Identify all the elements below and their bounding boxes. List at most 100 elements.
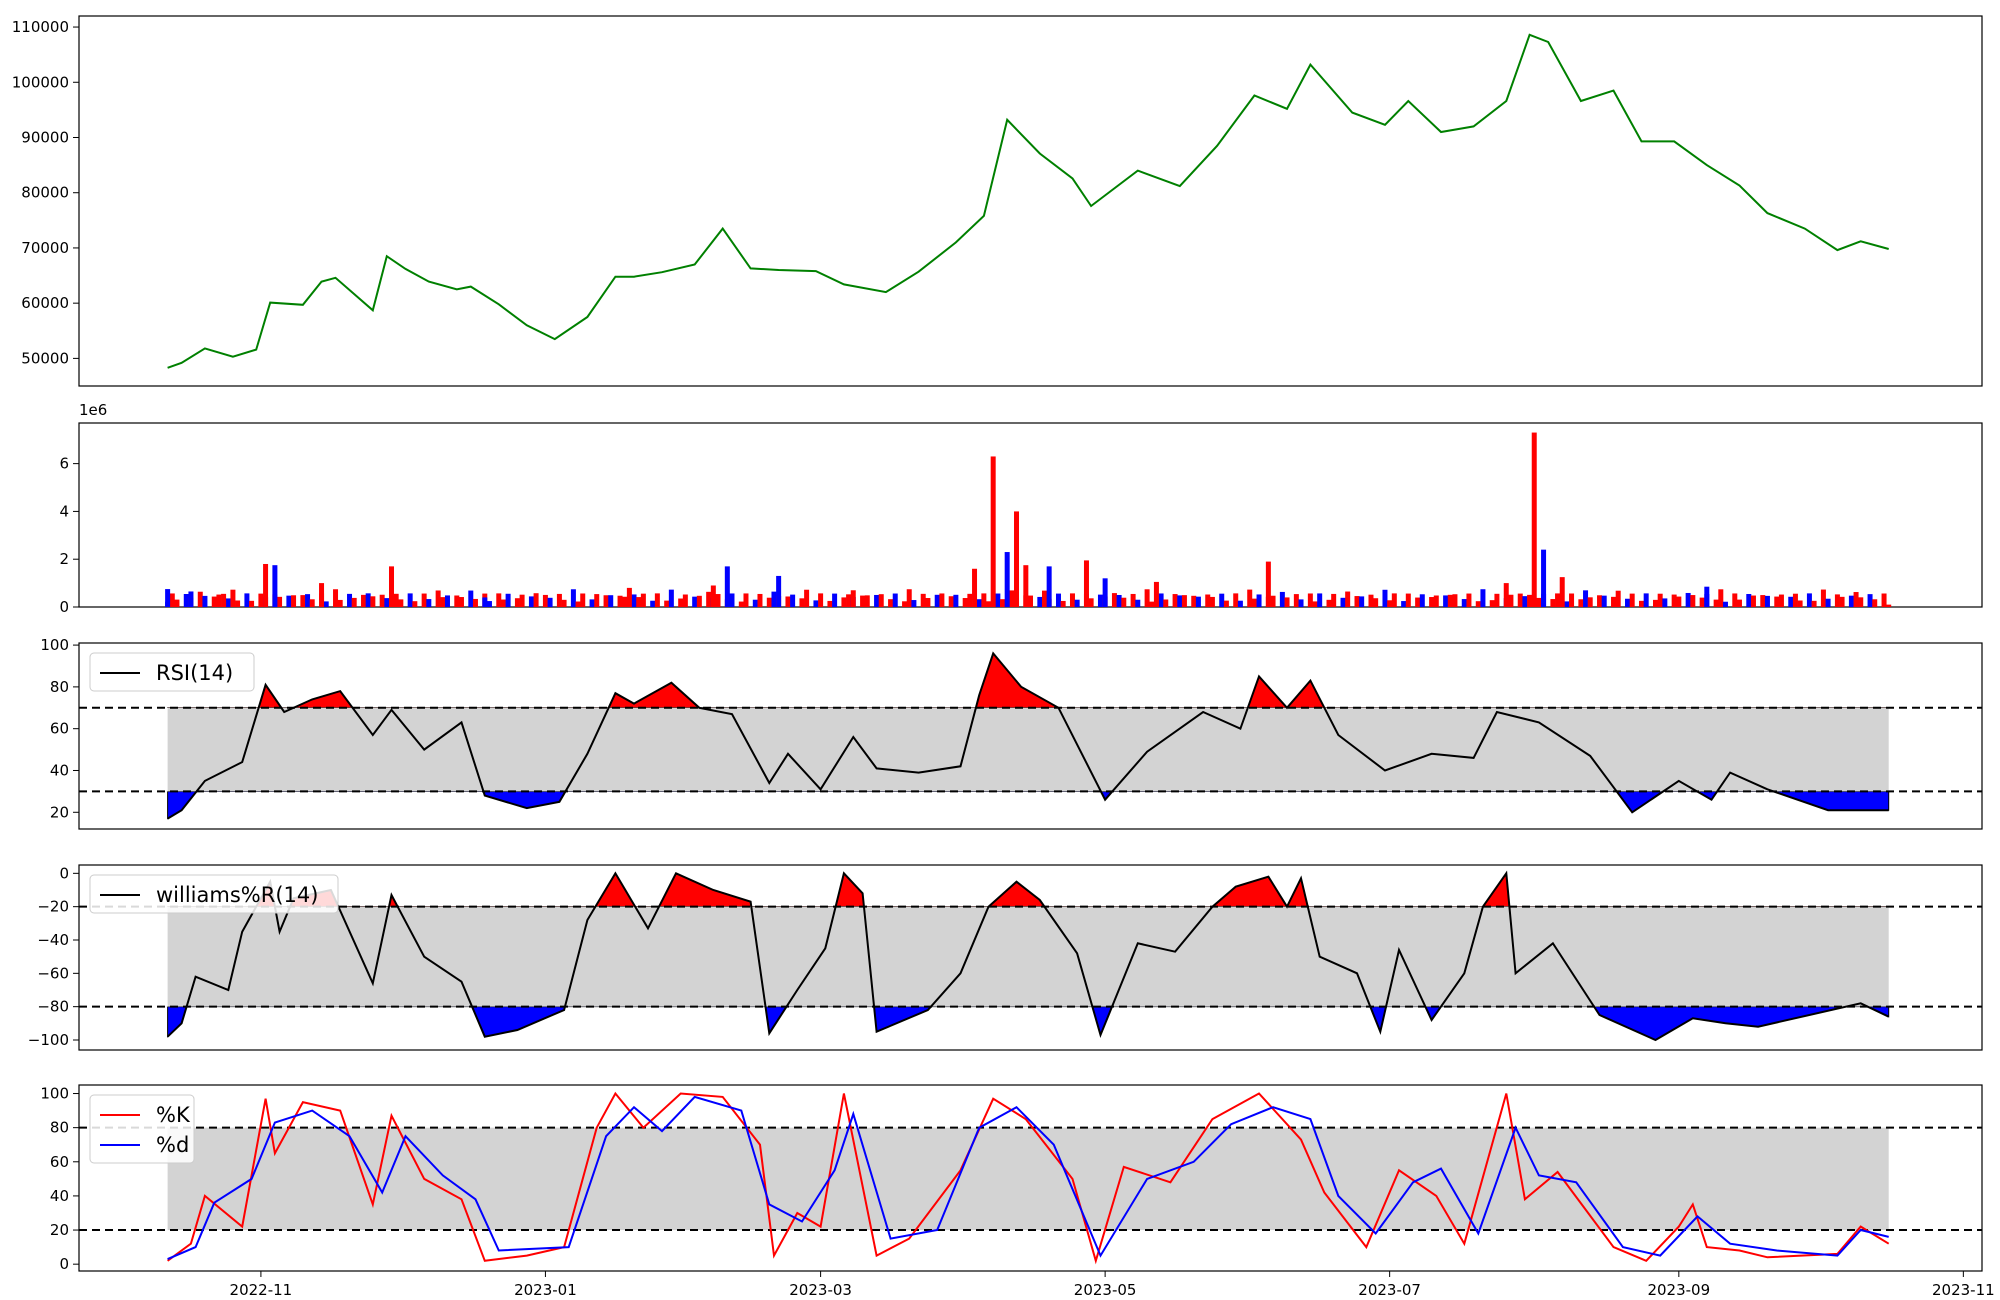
volume-bar: [976, 599, 982, 607]
volume-bar: [1597, 595, 1603, 607]
volume-bar: [1387, 600, 1393, 607]
volume-bar: [752, 599, 758, 607]
volume-bar: [1834, 594, 1840, 607]
volume-bar: [1135, 599, 1141, 607]
volume-bar: [1447, 594, 1453, 607]
volume-bar: [575, 601, 581, 607]
volume-bar: [1102, 578, 1108, 607]
volume-bar: [421, 593, 427, 607]
rsi-axis-ytick-label: 80: [50, 678, 69, 696]
volume-bar: [1853, 592, 1859, 607]
volume-bar: [305, 594, 311, 607]
x-axis-tick-label: 2023-05: [1074, 1281, 1137, 1299]
volume-bar: [468, 590, 474, 607]
volume-bar: [1750, 595, 1756, 607]
volume-bar: [1527, 594, 1533, 607]
volume-bar: [1004, 552, 1010, 607]
volume-bar: [1881, 593, 1887, 607]
volume-bar: [953, 594, 959, 607]
volume-bar: [1359, 596, 1365, 607]
volume-bar: [785, 596, 791, 607]
volume-bar: [1475, 601, 1481, 607]
volume-bar: [1531, 432, 1537, 607]
volume-bar: [1583, 590, 1589, 607]
volume-bar: [1736, 599, 1742, 607]
volume-bar: [1097, 594, 1103, 607]
volume-bar: [1209, 596, 1215, 607]
volume-bar: [850, 590, 856, 607]
stochastic-legend-label: %K: [156, 1103, 191, 1127]
rsi-axis-ytick-label: 20: [50, 803, 69, 821]
volume-bar: [1704, 586, 1710, 607]
volume-bar: [1223, 600, 1229, 607]
volume-bar: [813, 600, 819, 607]
volume-bar: [1317, 593, 1323, 607]
volume-bar: [1872, 599, 1878, 607]
volume-bar: [1550, 599, 1556, 607]
volume-bar: [1326, 599, 1332, 607]
volume-multiplier-label: 1e6: [79, 401, 107, 419]
x-axis-tick-label: 2023-09: [1647, 1281, 1710, 1299]
volume-bar: [776, 575, 782, 607]
volume-bar: [165, 589, 171, 607]
volume-bar: [1331, 593, 1337, 607]
volume-bar: [1009, 590, 1015, 607]
volume-bar: [1158, 593, 1164, 607]
volume-bar: [1172, 594, 1178, 607]
volume-bar: [1307, 593, 1313, 607]
volume-bar: [444, 595, 450, 607]
volume-bar: [986, 601, 992, 607]
volume-bar: [216, 594, 222, 607]
volume-bar: [258, 593, 264, 607]
volume-bar: [1811, 600, 1817, 607]
volume-bar: [878, 594, 884, 607]
volume-bar: [1177, 595, 1183, 607]
volume-bar: [920, 593, 926, 607]
volume-bar: [533, 593, 539, 607]
williams-axis-ytick-label: −40: [37, 931, 69, 949]
volume-bar: [1443, 595, 1449, 607]
rsi-neutral-band: [167, 707, 1889, 792]
volume-bar: [1088, 598, 1094, 607]
volume-bar: [1130, 593, 1136, 607]
volume-bar: [1517, 593, 1523, 607]
volume-bar: [1564, 601, 1570, 607]
volume-axis-ytick-label: 0: [59, 598, 69, 616]
x-axis-tick-label: 2023-07: [1358, 1281, 1421, 1299]
volume-bar: [556, 593, 562, 607]
volume-bar: [1382, 589, 1388, 607]
volume-bar: [472, 598, 478, 607]
volume-bar: [300, 595, 306, 607]
x-axis-tick-label: 2023-01: [514, 1281, 577, 1299]
volume-bar: [1452, 594, 1458, 607]
volume-bar: [827, 600, 833, 607]
volume-bar: [1429, 597, 1435, 607]
volume-bar: [710, 585, 716, 607]
volume-bar: [1284, 597, 1290, 607]
volume-bar: [990, 456, 996, 607]
volume-bar: [981, 593, 987, 607]
volume-bar: [528, 596, 534, 607]
volume-bar: [174, 599, 180, 607]
volume-bar: [902, 601, 908, 607]
volume-bar: [235, 600, 241, 607]
volume-bar: [1508, 594, 1514, 607]
volume-bar: [1028, 595, 1033, 607]
volume-bar: [230, 589, 236, 607]
volume-bar: [1466, 593, 1472, 607]
stochastic-axis-ytick-label: 40: [50, 1187, 69, 1205]
volume-bar: [1293, 594, 1299, 607]
volume-bar: [514, 598, 520, 607]
volume-bar: [1858, 597, 1864, 607]
williams-panel-frame: [78, 864, 1983, 1051]
stochastic-line-d: [167, 1095, 1889, 1261]
volume-bar: [1233, 593, 1239, 607]
volume-bar: [1764, 595, 1770, 607]
volume-bar: [972, 568, 978, 607]
volume-bar: [221, 593, 227, 607]
volume-bar: [1046, 566, 1052, 607]
volume-bar: [1820, 589, 1826, 607]
volume-bar: [1886, 604, 1892, 607]
volume-bar: [715, 594, 721, 607]
